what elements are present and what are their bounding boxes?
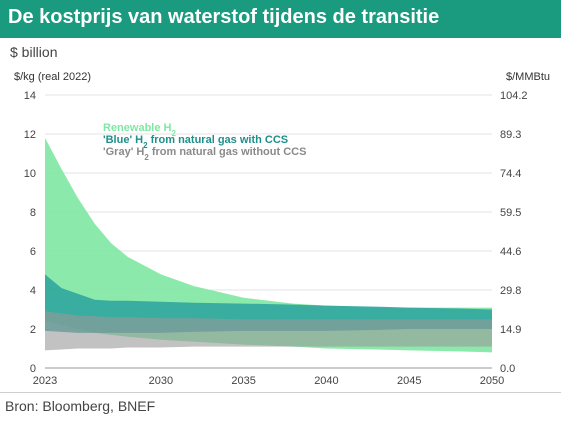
y-tick-label-right: 0.0 [500,363,515,375]
y-tick-label-left: 12 [24,129,36,141]
y-tick-label-right: 44.6 [500,246,521,258]
series-area [45,311,492,351]
y-tick-label-right: 14.9 [500,324,521,336]
source-note: Bron: Bloomberg, BNEF [5,398,156,414]
y-tick-label-left: 6 [30,246,36,258]
y-tick-label-left: 10 [24,168,36,180]
y-tick-label-right: 104.2 [500,90,528,102]
series-area [45,137,492,353]
left-axis-title: $/kg (real 2022) [14,71,91,83]
y-tick-label-left: 4 [30,285,36,297]
y-tick-label-left: 0 [30,363,36,375]
chart-header: De kostprijs van waterstof tijdens de tr… [0,0,561,38]
axis-ticks: 0 0.0 2 14.9 4 29.8 6 44.6 8 59.5 10 74.4 12 89.3 14 10… [24,90,528,387]
x-tick-label: 2050 [480,375,504,387]
legend-entry: 'Blue' H2 from natural gas with CCS [103,134,288,150]
y-tick-label-right: 89.3 [500,129,521,141]
series-areas [45,137,492,353]
y-tick-label-left: 14 [24,90,36,102]
x-tick-label: 2023 [33,375,57,387]
legend-entry: Renewable H2 [103,122,176,138]
legend: Renewable H2'Blue' H2 from natural gas w… [103,122,306,162]
y-tick-label-left: 2 [30,324,36,336]
footer-divider [0,392,561,393]
y-tick-label-left: 8 [30,207,36,219]
legend-entry: 'Gray' H2 from natural gas without CCS [103,146,306,162]
y-tick-label-right: 59.5 [500,207,521,219]
x-tick-label: 2045 [397,375,421,387]
x-tick-label: 2030 [149,375,173,387]
x-tick-label: 2035 [231,375,255,387]
right-axis-title: $/MMBtu [506,71,550,83]
chart-title: De kostprijs van waterstof tijdens de tr… [8,6,440,28]
x-tick-label: 2040 [314,375,338,387]
unit-label: $ billion [10,44,58,60]
y-tick-label-right: 74.4 [500,168,521,180]
y-tick-label-right: 29.8 [500,285,521,297]
